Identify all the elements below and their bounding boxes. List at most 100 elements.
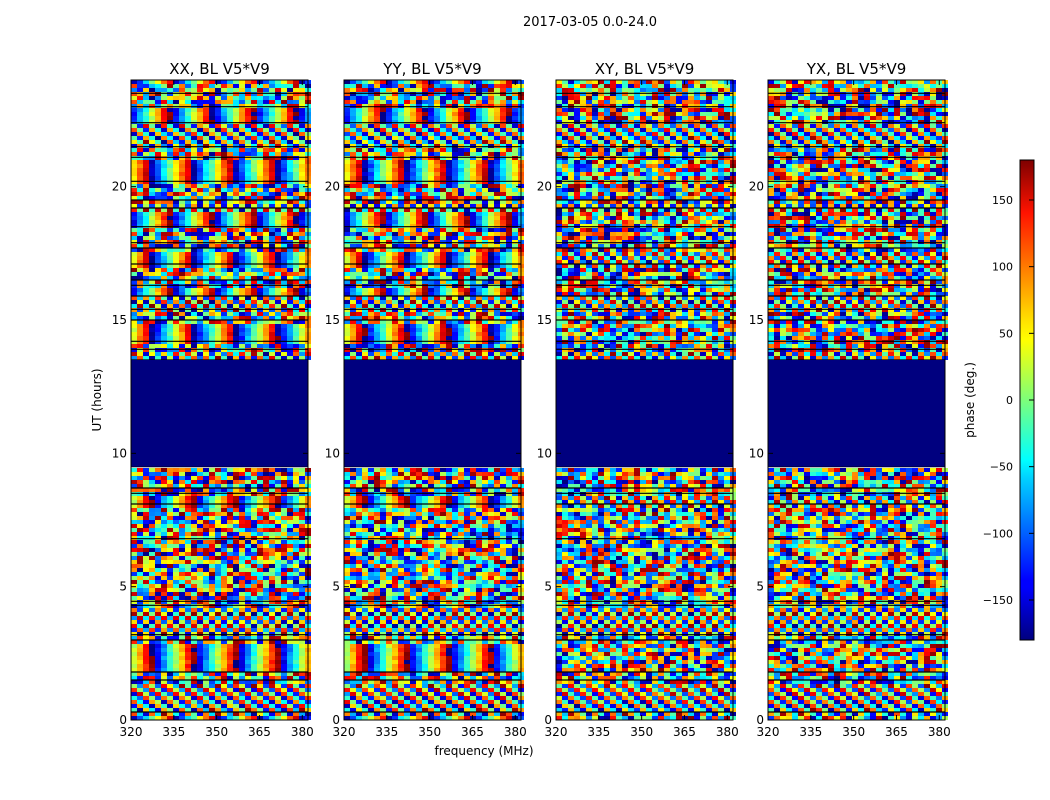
heatmap-cell xyxy=(293,488,299,492)
heatmap-cell xyxy=(446,176,452,180)
heatmap-cell xyxy=(281,588,287,592)
heatmap-cell xyxy=(191,348,197,352)
heatmap-cell xyxy=(251,704,257,708)
heatmap-cell xyxy=(392,124,398,128)
heatmap-cell xyxy=(149,588,155,592)
heatmap-cell xyxy=(131,88,137,92)
heatmap-cell xyxy=(167,700,173,704)
heatmap-cell xyxy=(221,332,227,336)
heatmap-cell xyxy=(179,604,185,608)
heatmap-cell xyxy=(173,652,179,656)
heatmap-cell xyxy=(137,620,143,624)
heatmap-cell xyxy=(143,532,149,536)
heatmap-cell xyxy=(143,144,149,148)
heatmap-cell xyxy=(215,476,221,480)
heatmap-cell xyxy=(209,236,215,240)
heatmap-cell xyxy=(173,600,179,604)
heatmap-cell xyxy=(143,564,149,568)
heatmap-cell xyxy=(215,316,221,320)
heatmap-cell xyxy=(233,512,239,516)
heatmap-cell xyxy=(470,192,476,196)
heatmap-cell xyxy=(137,156,143,160)
heatmap-cell xyxy=(458,188,464,192)
heatmap-cell xyxy=(179,356,185,360)
heatmap-cell xyxy=(482,96,488,100)
heatmap-cell xyxy=(281,540,287,544)
heatmap-cell xyxy=(131,492,137,496)
heatmap-cell xyxy=(167,164,173,168)
heatmap-cell xyxy=(143,472,149,476)
heatmap-cell xyxy=(221,80,227,84)
heatmap-cell xyxy=(221,632,227,636)
heatmap-cell xyxy=(233,256,239,260)
heatmap-cell xyxy=(227,660,233,664)
heatmap-cell xyxy=(143,700,149,704)
heatmap-cell xyxy=(356,88,362,92)
heatmap-cell xyxy=(179,292,185,296)
heatmap-cell xyxy=(155,288,161,292)
heatmap-cell xyxy=(161,284,167,288)
heatmap-cell xyxy=(191,664,197,668)
heatmap-cell xyxy=(161,512,167,516)
heatmap-cell xyxy=(221,548,227,552)
heatmap-cell xyxy=(161,484,167,488)
heatmap-cell xyxy=(221,704,227,708)
heatmap-cell xyxy=(488,196,494,200)
heatmap-cell xyxy=(458,148,464,152)
heatmap-cell xyxy=(155,684,161,688)
heatmap-cell xyxy=(143,108,149,112)
heatmap-cell xyxy=(209,216,215,220)
heatmap-cell xyxy=(299,576,305,580)
heatmap-cell xyxy=(482,148,488,152)
heatmap-cell xyxy=(215,332,221,336)
heatmap-cell xyxy=(221,128,227,132)
heatmap-cell xyxy=(215,596,221,600)
heatmap-cell xyxy=(203,160,209,164)
heatmap-cell xyxy=(179,524,185,528)
heatmap-cell xyxy=(209,316,215,320)
heatmap-cell xyxy=(257,580,263,584)
heatmap-cell xyxy=(482,152,488,156)
heatmap-cell xyxy=(458,124,464,128)
heatmap-cell xyxy=(179,492,185,496)
heatmap-cell xyxy=(167,336,173,340)
heatmap-cell xyxy=(137,648,143,652)
heatmap-cell xyxy=(203,352,209,356)
heatmap-cell xyxy=(155,516,161,520)
heatmap-cell xyxy=(221,620,227,624)
heatmap-cell xyxy=(161,668,167,672)
heatmap-cell xyxy=(131,180,137,184)
heatmap-cell xyxy=(386,200,392,204)
heatmap-cell xyxy=(197,140,203,144)
heatmap-cell xyxy=(350,108,356,112)
heatmap-cell xyxy=(215,508,221,512)
heatmap-cell xyxy=(350,160,356,164)
heatmap-cell xyxy=(446,112,452,116)
heatmap-cell xyxy=(155,192,161,196)
heatmap-cell xyxy=(287,212,293,216)
heatmap-cell xyxy=(245,260,251,264)
heatmap-cell xyxy=(257,616,263,620)
heatmap-cell xyxy=(257,288,263,292)
heatmap-cell xyxy=(149,128,155,132)
heatmap-cell xyxy=(362,88,368,92)
heatmap-cell xyxy=(257,304,263,308)
heatmap-cell xyxy=(191,304,197,308)
heatmap-cell xyxy=(398,168,404,172)
heatmap-cell xyxy=(251,192,257,196)
heatmap-cell xyxy=(233,716,239,720)
heatmap-cell xyxy=(452,100,458,104)
heatmap-cell xyxy=(233,604,239,608)
heatmap-cell xyxy=(185,104,191,108)
heatmap-cell xyxy=(275,216,281,220)
heatmap-cell xyxy=(149,112,155,116)
heatmap-cell xyxy=(233,216,239,220)
heatmap-cell xyxy=(287,180,293,184)
heatmap-cell xyxy=(203,240,209,244)
heatmap-cell xyxy=(143,552,149,556)
heatmap-cell xyxy=(251,608,257,612)
heatmap-cell xyxy=(506,180,512,184)
heatmap-cell xyxy=(281,668,287,672)
heatmap-cell xyxy=(482,120,488,124)
heatmap-cell xyxy=(257,108,263,112)
